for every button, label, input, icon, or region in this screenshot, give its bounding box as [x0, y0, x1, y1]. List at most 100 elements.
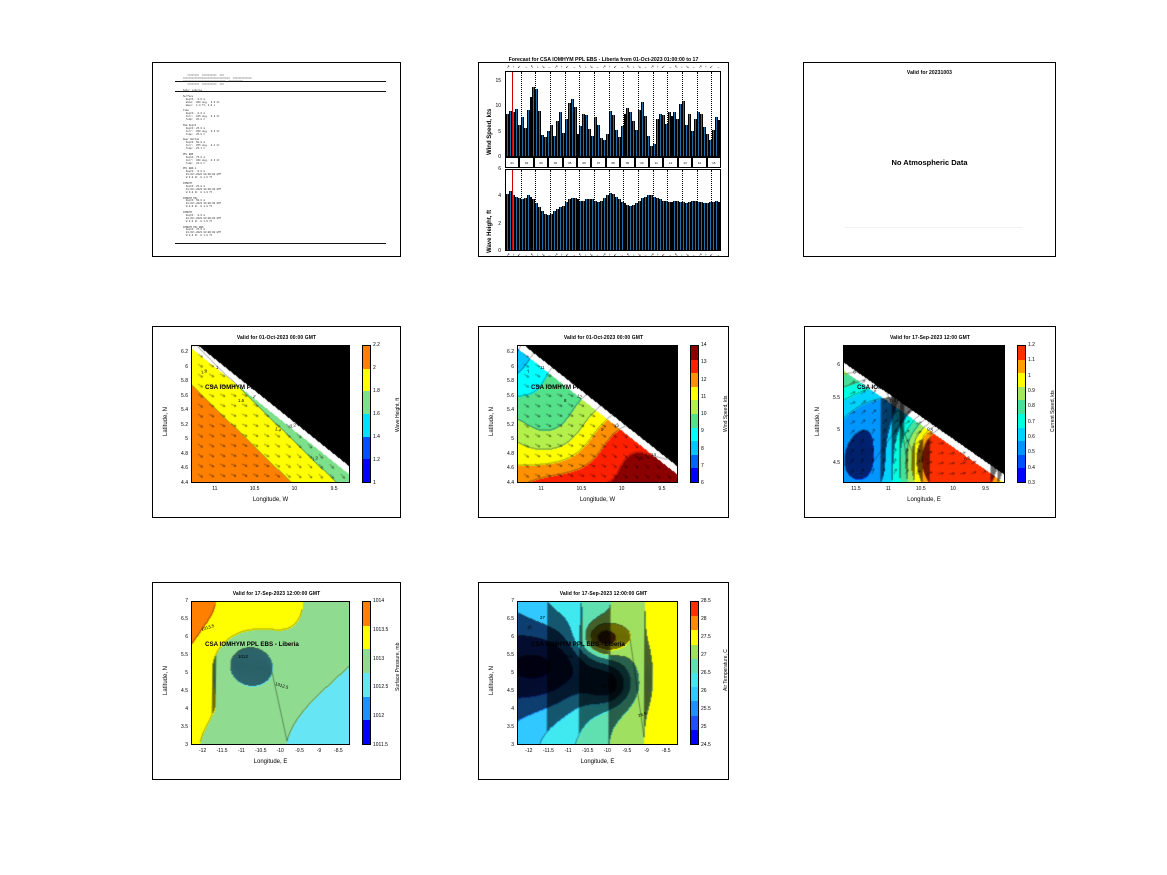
timeseries-bar	[632, 204, 636, 250]
colorbar-segment	[691, 644, 698, 659]
direction-arrow-icon: ↗	[554, 252, 558, 257]
timeseries-bar	[555, 208, 559, 250]
x-axis-tick: 10	[950, 486, 956, 492]
timeseries-bar	[620, 202, 624, 250]
colorbar-segment	[1018, 441, 1025, 455]
x-axis-tick: -10	[603, 748, 611, 754]
gridline-vertical	[711, 170, 713, 250]
timeseries-bar	[532, 86, 536, 156]
y-axis-tick: 4.8	[181, 450, 188, 457]
direction-arrow-icon: ↑	[512, 252, 515, 257]
timeseries-bar	[705, 203, 709, 250]
colorbar-tick: 1.4	[373, 434, 380, 440]
timeseries-bar	[664, 123, 668, 156]
no-atm-message: No Atmospheric Data	[891, 158, 968, 167]
colorbar-label: Air Temperature, C	[723, 649, 729, 691]
y-axis-tick: 3	[185, 742, 188, 748]
site-overlay-label: CSA IOMHYM PPL EBS	[857, 383, 926, 391]
current-time-marker	[512, 170, 514, 250]
x-axis-tick: 9.5	[658, 486, 666, 492]
timeseries-bar	[702, 127, 706, 156]
colorbar-tick: 1013.5	[373, 626, 389, 633]
y-axis-tick: 6.5	[507, 616, 514, 622]
colorbar-segment	[691, 630, 698, 645]
wave-height-axes	[505, 169, 721, 251]
y-axis-tick: 5.6	[507, 392, 514, 399]
colorbar-tick: 1.1	[1028, 357, 1035, 364]
direction-arrow-icon: ↗	[698, 252, 703, 257]
timeseries-bar	[685, 203, 689, 250]
colorbar-tick: 1012.5	[373, 684, 389, 691]
colorbar-segment	[691, 400, 698, 414]
colorbar	[362, 345, 371, 483]
colorbar-tick: 1011.5	[373, 742, 388, 748]
y-axis-tick: 6.2	[181, 349, 188, 356]
gridline-vertical	[623, 170, 625, 250]
direction-arrow-icon: ↘	[637, 252, 641, 257]
direction-arrow-icon: ↗	[602, 64, 606, 69]
gridline-vertical	[564, 72, 566, 156]
timeseries-bar	[708, 140, 712, 156]
direction-arrow-icon: ↗	[554, 64, 558, 69]
site-overlay-label: CSA IOMHYM PPL EBS	[531, 383, 600, 391]
map-axes	[517, 601, 678, 745]
direction-arrow-icon: ↗	[698, 64, 703, 69]
colorbar-segment	[1018, 400, 1025, 414]
report-rule-top	[175, 81, 386, 82]
timeseries-bar	[529, 196, 533, 250]
timeseries-bar	[655, 118, 659, 156]
colorbar-segment	[363, 720, 370, 744]
timeseries-bar	[541, 211, 545, 250]
direction-arrow-icon: →	[523, 252, 528, 257]
colorbar-label: Surface Pressure, mb	[395, 642, 401, 691]
gridline-vertical	[667, 170, 669, 250]
direction-arrow-icon: ↙	[565, 64, 569, 69]
y-axis-label: Latitude, N	[489, 406, 495, 436]
colorbar-tick: 1.8	[373, 388, 380, 394]
gridline-vertical	[549, 72, 551, 156]
colorbar-segment	[363, 413, 370, 437]
timeseries-bar	[626, 107, 630, 156]
panel-forecast-timeseries: Forecast for CSA IOMHYM PPL EBS - Liberi…	[478, 57, 729, 257]
direction-arrow-icon: ↘	[541, 252, 545, 257]
x-axis-label: Longitude, W	[252, 497, 289, 503]
site-overlay-label: CSA IOMHYM PPL EBS - Liberia	[205, 641, 299, 649]
timeseries-bar	[632, 121, 636, 156]
direction-arrow-icon: ↖	[674, 252, 678, 257]
gridline-vertical	[681, 170, 683, 250]
timeseries-bar	[641, 198, 645, 250]
timeseries-bar	[588, 199, 592, 250]
timeseries-bar	[561, 206, 565, 250]
direction-arrow-icon: ↗	[506, 64, 510, 69]
x-axis-tick: 9.5	[982, 486, 990, 492]
y-axis-label: Latitude, N	[489, 665, 495, 695]
direction-arrow-icon: ←	[595, 252, 600, 257]
map-axes	[191, 601, 350, 745]
direction-arrow-icon: ←	[643, 252, 648, 257]
x-axis-tick: -9	[316, 748, 322, 754]
timeseries-bar	[576, 199, 580, 250]
timeseries-bar	[655, 198, 659, 250]
timeseries-bar	[597, 202, 600, 250]
x-axis-tick: 10	[618, 486, 625, 492]
plot-title: Valid for 17-Sep-2023 12:00 GMT	[889, 335, 971, 341]
y-axis-tick: 4.8	[507, 450, 514, 457]
colorbar-segment	[363, 459, 370, 482]
direction-arrow-icon: ↘	[541, 64, 545, 69]
colorbar-segment	[691, 386, 698, 401]
colorbar-tick: 2	[373, 365, 376, 371]
colorbar-tick: 0.7	[1028, 418, 1035, 425]
timeseries-bar	[676, 119, 680, 156]
y-axis-tick: 4	[498, 193, 501, 200]
timeseries-bar	[649, 145, 653, 156]
timeseries-bar	[561, 133, 565, 156]
direction-arrow-icon: ←	[595, 64, 600, 69]
direction-arrow-icon: ↗	[650, 64, 654, 69]
timeseries-bar	[558, 111, 562, 156]
direction-arrow-icon: ↑	[656, 64, 659, 69]
y-axis-tick: 6.2	[507, 349, 514, 356]
contour-label: 25.5	[564, 654, 573, 659]
y-axis-tick: 5	[185, 670, 188, 676]
x-axis-tick: -10.5	[581, 748, 594, 754]
y-axis-tick: 4.5	[833, 460, 840, 467]
